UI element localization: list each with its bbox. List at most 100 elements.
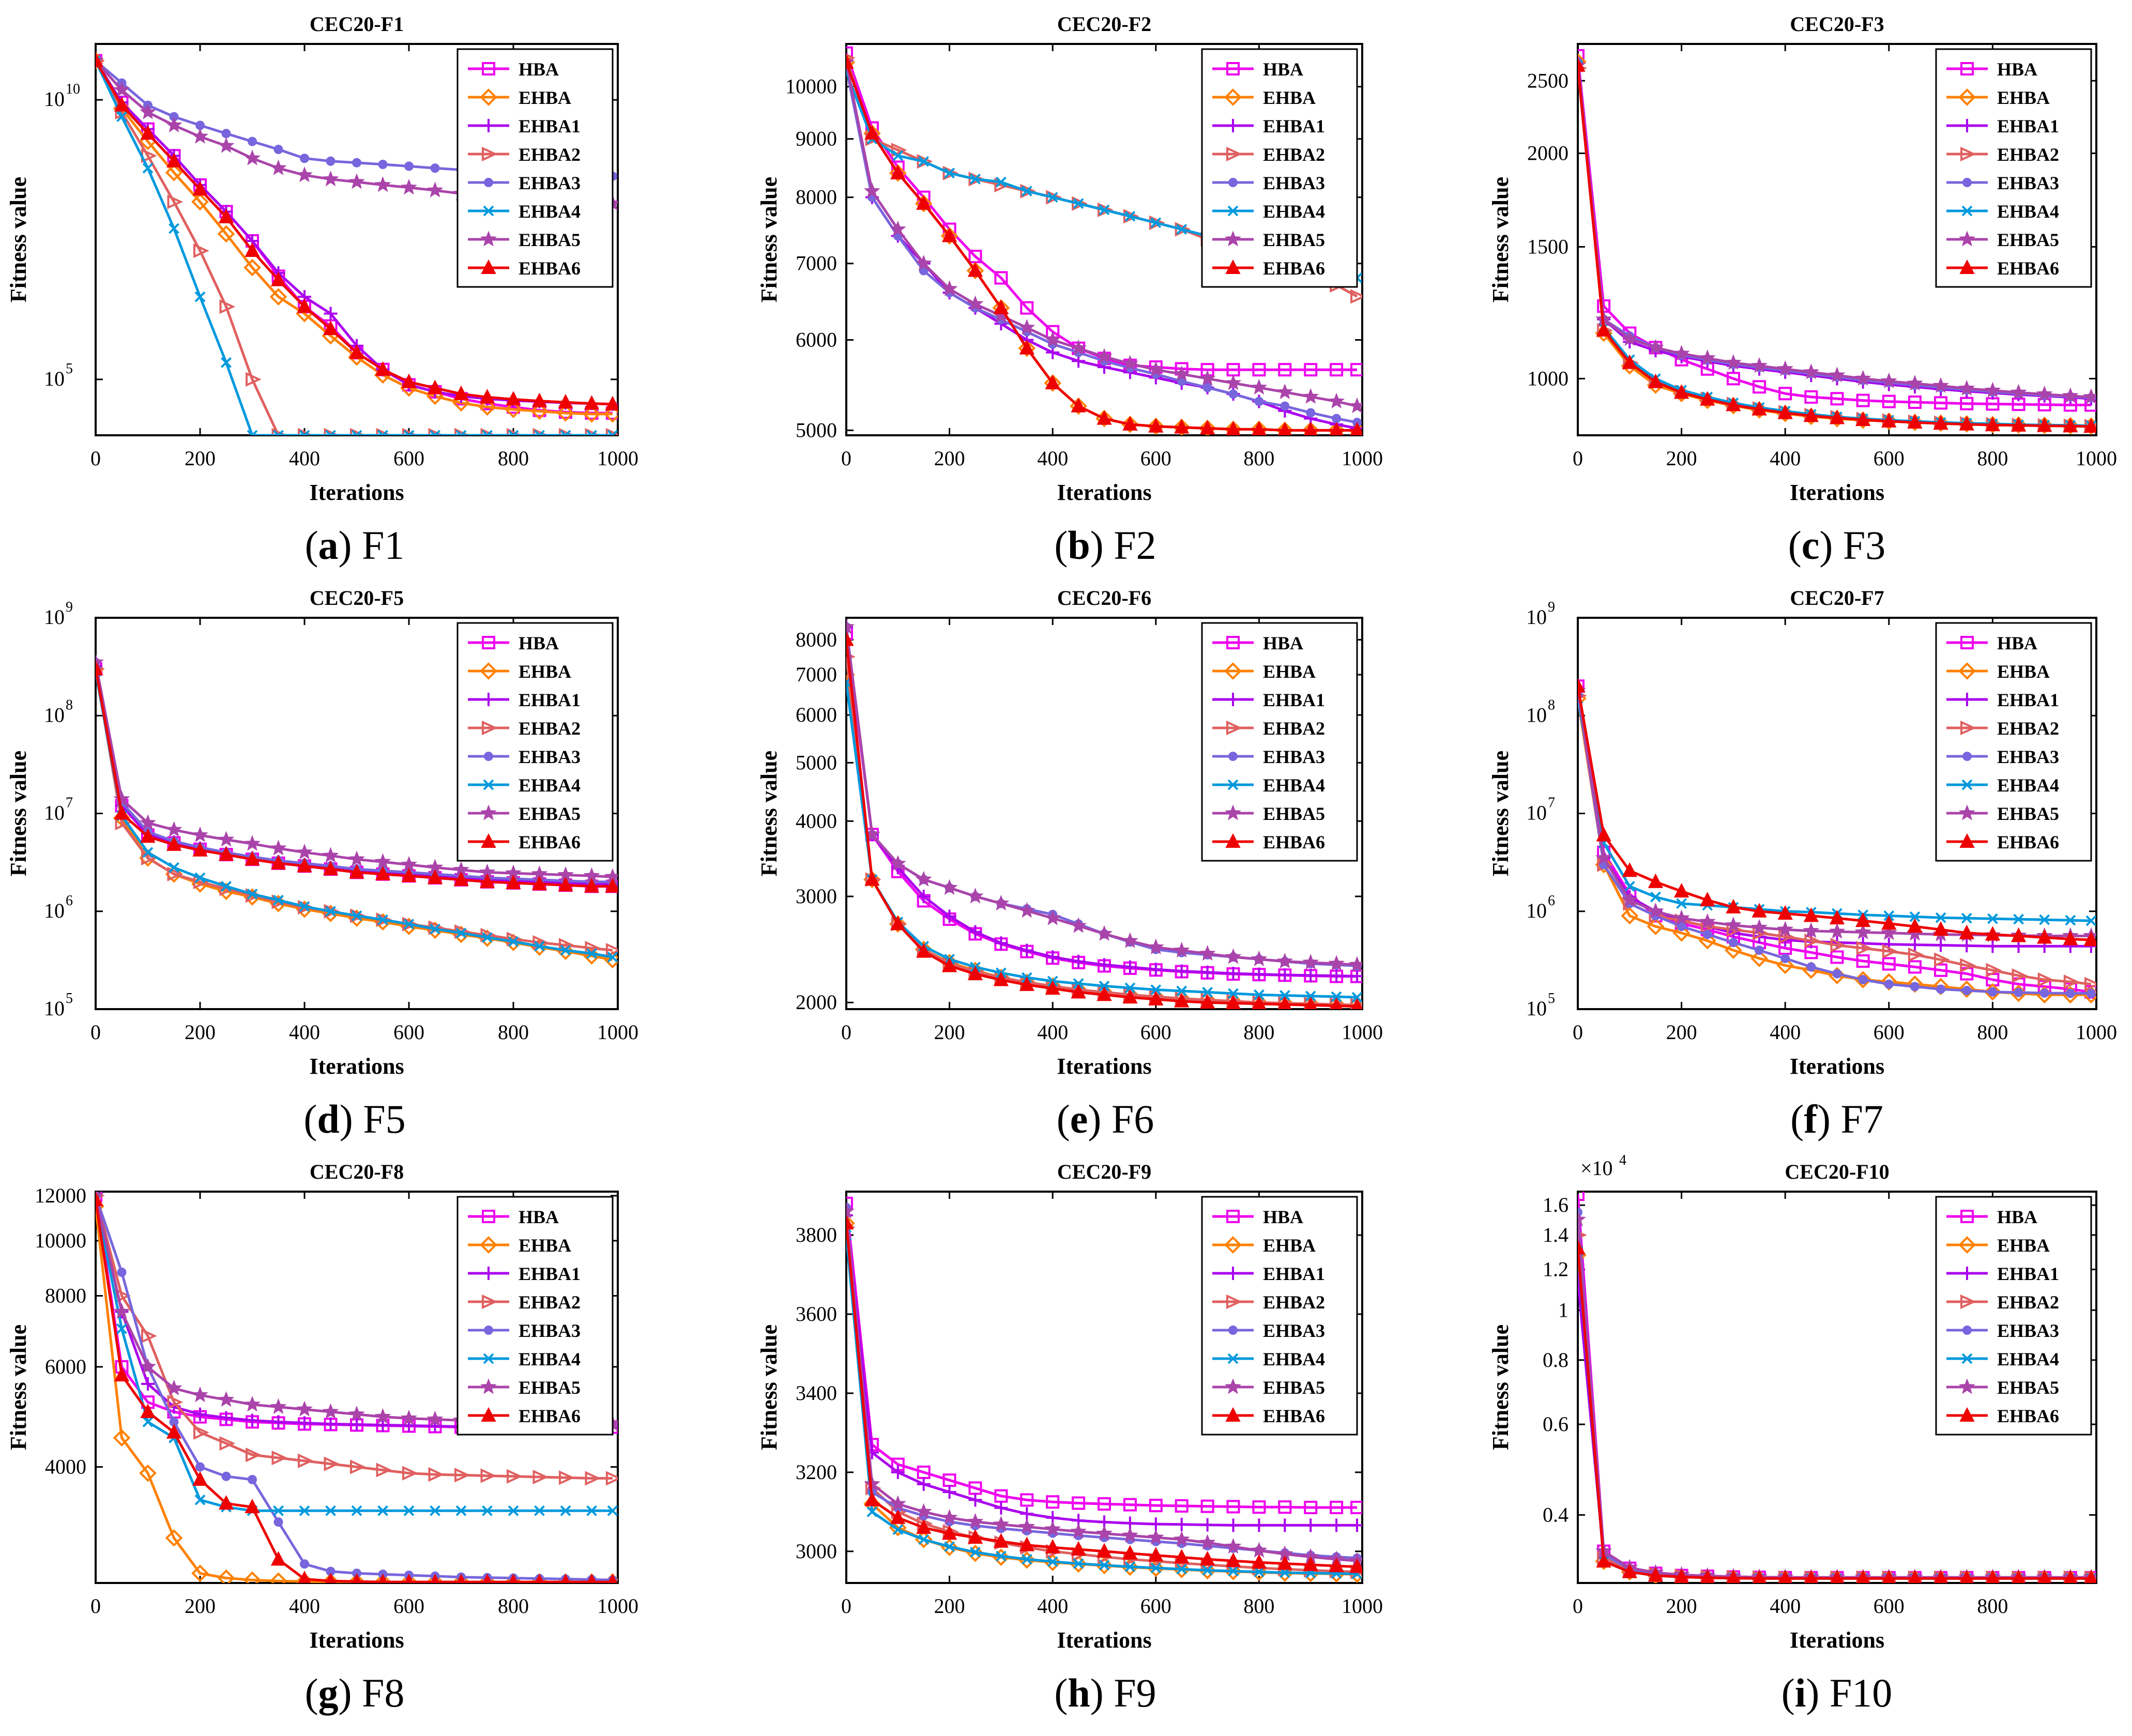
data-point-ehba4 bbox=[430, 1505, 440, 1516]
data-point-ehba6 bbox=[166, 836, 182, 851]
caption-name: F9 bbox=[1114, 1670, 1156, 1715]
legend-label: EHBA1 bbox=[519, 116, 581, 136]
data-point-ehba4 bbox=[194, 291, 206, 302]
data-point-ehba4 bbox=[1253, 989, 1265, 1000]
data-point-ehba3 bbox=[1254, 397, 1264, 406]
data-point-ehba4 bbox=[169, 223, 179, 234]
legend-label: EHBA5 bbox=[519, 1377, 581, 1398]
data-point-ehba1 bbox=[1934, 938, 1948, 952]
data-point-ehba3 bbox=[326, 156, 336, 166]
legend-label: EHBA6 bbox=[1997, 258, 2059, 279]
data-point-ehba5 bbox=[2062, 387, 2079, 403]
data-point-ehba5 bbox=[1328, 955, 1345, 971]
legend-marker bbox=[482, 636, 495, 649]
data-point-ehba6 bbox=[558, 877, 573, 892]
data-point-ehba5 bbox=[941, 1509, 958, 1525]
data-point-ehba6 bbox=[375, 361, 391, 376]
caption-name: F10 bbox=[1829, 1670, 1893, 1715]
data-point-ehba4 bbox=[918, 156, 930, 167]
data-point-ehba2 bbox=[480, 1468, 497, 1483]
data-point-ehba6 bbox=[1045, 980, 1060, 995]
data-point-ehba5 bbox=[1225, 948, 1242, 964]
legend-label: HBA bbox=[1263, 1207, 1303, 1227]
data-point-ehba bbox=[940, 227, 958, 245]
x-tick-label: 600 bbox=[393, 447, 424, 470]
data-point-ehba5 bbox=[1984, 382, 2001, 398]
data-point-ehba4 bbox=[508, 1505, 519, 1516]
legend-marker bbox=[1962, 752, 1972, 761]
data-point-ehba6 bbox=[864, 125, 880, 140]
data-point-ehba bbox=[348, 1573, 366, 1583]
data-point-ehba3 bbox=[1202, 383, 1212, 392]
data-point-ehba6 bbox=[1700, 391, 1715, 406]
data-point-ehba6 bbox=[1726, 397, 1741, 412]
legend-label: EHBA5 bbox=[1997, 1377, 2059, 1398]
data-point-hba bbox=[846, 1196, 853, 1210]
data-point-ehba2 bbox=[532, 1469, 549, 1485]
data-point-ehba6 bbox=[114, 97, 130, 112]
legend bbox=[456, 622, 614, 862]
data-point-ehba5 bbox=[1699, 349, 1716, 366]
data-point-ehba1 bbox=[96, 659, 102, 673]
legend-label: EHBA4 bbox=[1997, 201, 2059, 222]
data-point-ehba3 bbox=[195, 1462, 205, 1472]
data-point-ehba3 bbox=[1280, 401, 1290, 411]
data-point-ehba1 bbox=[994, 936, 1008, 950]
data-point-ehba2 bbox=[193, 1425, 209, 1440]
data-point-ehba bbox=[452, 394, 470, 412]
x-tick-label: 800 bbox=[1243, 1594, 1274, 1618]
data-point-ehba4 bbox=[299, 901, 310, 912]
data-point-hba bbox=[1278, 1500, 1292, 1514]
data-point-ehba5 bbox=[1647, 339, 1664, 355]
data-point-ehba6 bbox=[1933, 921, 1948, 936]
data-point-ehba bbox=[269, 288, 287, 306]
legend-marker bbox=[1959, 231, 1975, 247]
data-point-ehba6 bbox=[2063, 418, 2078, 433]
data-point-ehba5 bbox=[993, 1515, 1010, 1532]
legend-label: EHBA bbox=[1263, 661, 1316, 682]
x-tick-label: 200 bbox=[934, 447, 965, 470]
data-point-hba bbox=[1578, 49, 1585, 63]
data-point-hba bbox=[846, 46, 853, 60]
data-point-ehba4 bbox=[1305, 991, 1316, 1002]
data-point-ehba bbox=[1725, 941, 1742, 959]
data-point-ehba4 bbox=[607, 430, 618, 435]
data-point-ehba2 bbox=[532, 428, 549, 435]
data-point-ehba1 bbox=[1278, 1518, 1292, 1532]
y-tick-label: 10 bbox=[44, 605, 65, 629]
data-point-ehba4 bbox=[1961, 912, 1972, 924]
data-point-ehba1 bbox=[917, 1477, 931, 1491]
legend-marker bbox=[481, 833, 496, 848]
y-tick-label: 3400 bbox=[796, 1381, 837, 1405]
data-point-ehba6 bbox=[508, 1573, 519, 1583]
data-point-ehba3 bbox=[1988, 987, 1998, 997]
data-point-ehba2 bbox=[167, 866, 184, 881]
data-point-ehba4 bbox=[560, 1505, 571, 1516]
data-point-ehba1 bbox=[271, 1415, 285, 1429]
data-point-ehba6 bbox=[1097, 410, 1112, 425]
data-point-ehba6 bbox=[297, 858, 312, 873]
data-point-ehba5 bbox=[967, 888, 984, 904]
data-point-ehba6 bbox=[605, 878, 618, 893]
legend-label: EHBA3 bbox=[519, 173, 581, 193]
data-point-ehba4 bbox=[586, 948, 597, 959]
chart-title: CEC20-F9 bbox=[1057, 1160, 1151, 1183]
data-point-ehba2 bbox=[428, 1467, 445, 1482]
y-tick-label: 1 bbox=[1558, 1298, 1568, 1321]
data-point-ehba5 bbox=[1647, 903, 1664, 919]
data-point-ehba6 bbox=[1578, 678, 1586, 693]
data-point-ehba1 bbox=[846, 1208, 853, 1222]
data-point-ehba6 bbox=[401, 373, 417, 388]
legend-label: EHBA6 bbox=[1263, 258, 1325, 279]
legend-label: EHBA6 bbox=[519, 832, 581, 852]
legend-marker bbox=[1960, 636, 1974, 649]
data-point-ehba1 bbox=[891, 1465, 905, 1479]
data-point-ehba1 bbox=[968, 1493, 982, 1507]
x-tick-label: 400 bbox=[289, 1594, 320, 1618]
x-tick-label: 200 bbox=[185, 1021, 216, 1044]
data-point-ehba5 bbox=[1276, 952, 1293, 969]
data-point-ehba4 bbox=[455, 430, 467, 435]
data-point-ehba2 bbox=[1986, 963, 2002, 978]
data-point-ehba2 bbox=[1350, 289, 1362, 304]
